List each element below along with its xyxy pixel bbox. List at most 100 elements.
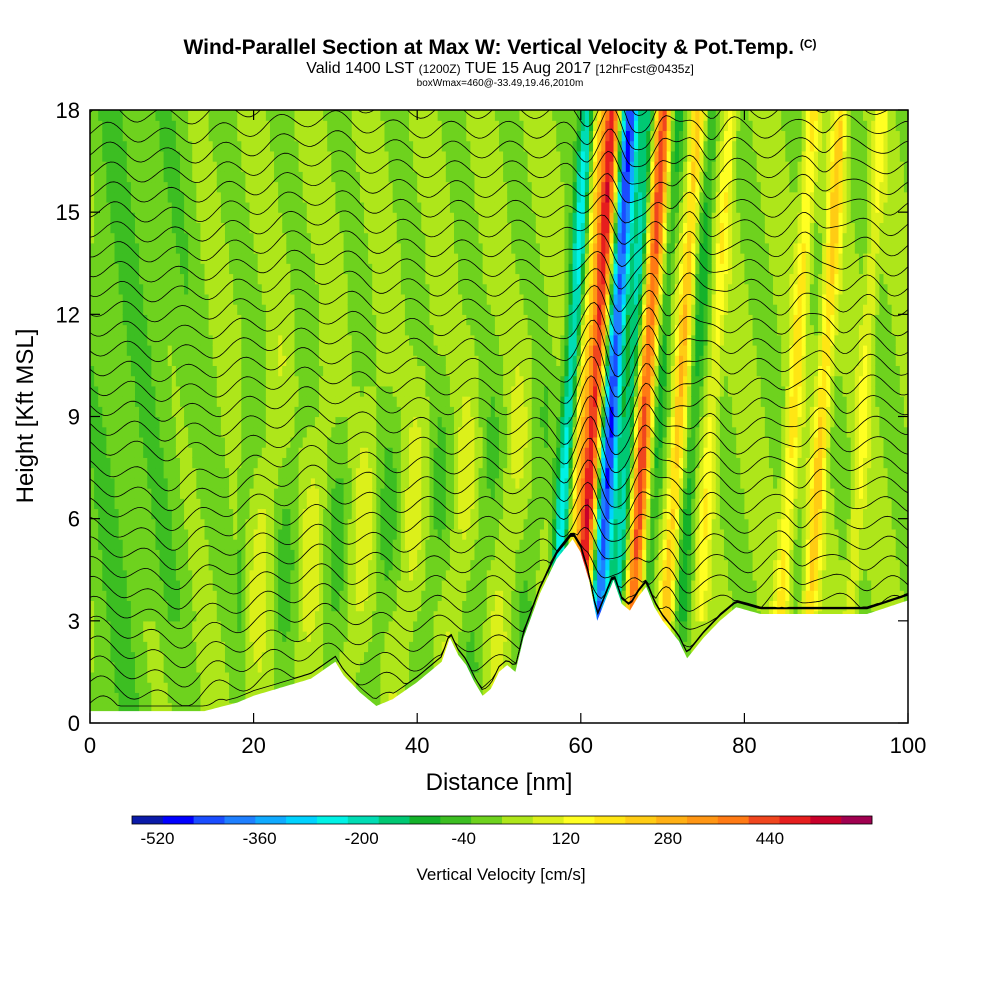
velocity-cell (396, 375, 402, 387)
velocity-cell (314, 181, 320, 193)
velocity-cell (134, 171, 140, 183)
velocity-cell (364, 436, 369, 448)
velocity-cell (355, 120, 361, 132)
velocity-cell (302, 559, 308, 571)
velocity-cell (233, 682, 238, 693)
velocity-cell (314, 477, 320, 489)
velocity-cell (302, 610, 308, 622)
velocity-cell (106, 579, 112, 591)
velocity-cell (359, 120, 365, 132)
velocity-cell (220, 610, 226, 622)
velocity-cell (94, 161, 99, 172)
velocity-cell (134, 426, 140, 438)
velocity-cell (253, 375, 259, 387)
velocity-cell (286, 365, 292, 377)
velocity-cell (192, 600, 197, 612)
velocity-cell (204, 314, 210, 326)
velocity-cell (372, 600, 377, 612)
velocity-cell (253, 600, 259, 612)
velocity-cell (192, 375, 197, 387)
velocity-cell (372, 344, 377, 356)
velocity-cell (130, 579, 136, 591)
velocity-cell (147, 355, 152, 367)
velocity-cell (282, 498, 287, 510)
velocity-cell (241, 620, 247, 632)
velocity-cell (98, 222, 103, 234)
velocity-cell (253, 222, 259, 234)
velocity-cell (179, 355, 185, 367)
velocity-cell (102, 508, 107, 520)
velocity-cell (278, 110, 283, 121)
velocity-cell (294, 161, 300, 172)
velocity-cell (314, 385, 320, 397)
velocity-cell (114, 692, 120, 704)
velocity-cell (126, 579, 132, 591)
velocity-cell (269, 396, 275, 407)
velocity-cell (134, 181, 140, 193)
velocity-cell (335, 212, 341, 223)
velocity-cell (339, 283, 345, 295)
velocity-cell (208, 620, 214, 632)
velocity-cell (413, 436, 418, 448)
velocity-cell (396, 477, 402, 489)
velocity-cell (368, 110, 373, 121)
velocity-cell (396, 334, 402, 346)
velocity-cell (417, 477, 422, 489)
velocity-cell (400, 222, 406, 234)
velocity-cell (282, 549, 287, 561)
velocity-cell (347, 549, 353, 561)
velocity-cell (224, 110, 230, 121)
velocity-cell (196, 436, 202, 448)
velocity-cell (355, 304, 361, 315)
velocity-cell (175, 253, 181, 264)
velocity-cell (171, 375, 177, 387)
velocity-cell (179, 181, 185, 193)
velocity-cell (147, 569, 152, 581)
velocity-cell (327, 426, 332, 438)
velocity-cell (331, 150, 336, 162)
velocity-cell (368, 385, 373, 397)
velocity-cell (343, 191, 349, 203)
velocity-cell (274, 212, 279, 223)
velocity-cell (409, 150, 414, 162)
velocity-cell (269, 569, 275, 581)
velocity-cell (229, 671, 234, 683)
velocity-cell (241, 232, 247, 244)
velocity-cell (364, 191, 369, 203)
velocity-cell (118, 273, 124, 285)
velocity-cell (126, 344, 132, 356)
velocity-cell (351, 130, 357, 142)
velocity-cell (151, 375, 157, 387)
velocity-cell (102, 671, 107, 683)
velocity-cell (90, 498, 95, 510)
velocity-cell (90, 579, 95, 591)
velocity-cell (372, 212, 377, 223)
velocity-cell (274, 610, 279, 622)
velocity-cell (151, 212, 157, 223)
velocity-cell (368, 273, 373, 285)
velocity-cell (314, 426, 320, 438)
velocity-cell (114, 161, 120, 172)
velocity-cell (134, 222, 140, 234)
velocity-cell (359, 201, 365, 213)
velocity-cell (327, 477, 332, 489)
velocity-cell (237, 477, 242, 489)
velocity-cell (216, 682, 222, 693)
velocity-cell (278, 365, 283, 377)
velocity-cell (98, 110, 103, 121)
velocity-cell (204, 181, 210, 193)
velocity-cell (130, 334, 136, 346)
velocity-cell (323, 518, 328, 530)
velocity-cell (347, 416, 353, 428)
velocity-cell (224, 498, 230, 510)
velocity-cell (143, 130, 148, 142)
velocity-cell (208, 518, 214, 530)
velocity-cell (200, 549, 206, 561)
velocity-cell (159, 671, 165, 683)
velocity-cell (122, 416, 128, 428)
velocity-cell (94, 120, 99, 132)
velocity-cell (184, 314, 189, 326)
velocity-cell (130, 447, 136, 458)
velocity-cell (106, 314, 112, 326)
velocity-cell (380, 253, 386, 264)
